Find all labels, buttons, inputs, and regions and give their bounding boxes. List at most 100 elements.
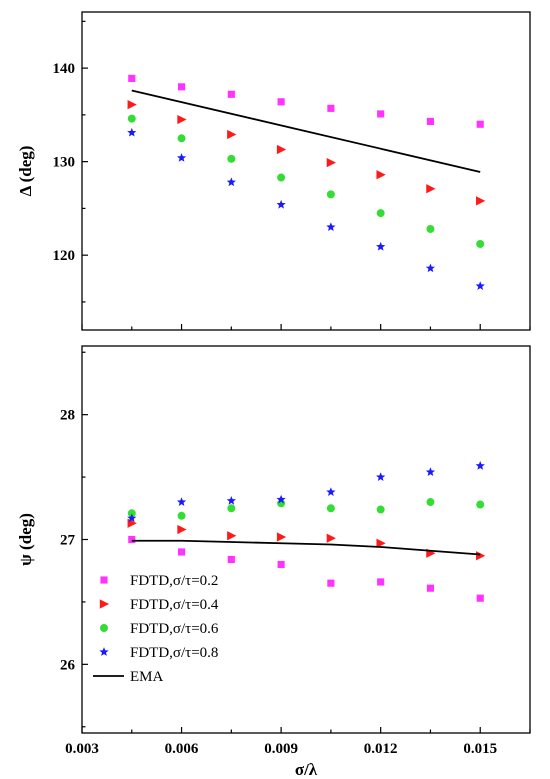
legend-label: FDTD,σ/τ=0.6: [130, 621, 219, 637]
delta-data-point: [176, 153, 187, 162]
delta-data-point: [276, 144, 287, 155]
psi-x-tick-label: 0.015: [463, 741, 497, 757]
psi-series-1: [128, 535, 484, 602]
delta-data-point: [227, 90, 235, 98]
legend-marker: [99, 647, 109, 656]
psi-data-point: [277, 560, 285, 569]
psi-data-point: [227, 504, 236, 513]
psi-data-point: [326, 533, 336, 543]
psi-data-point: [177, 511, 186, 520]
psi-data-point: [376, 472, 386, 481]
delta-data-point: [326, 222, 336, 232]
delta-data-point: [277, 98, 285, 106]
delta-series-3: [127, 114, 485, 248]
delta-data-point: [277, 173, 286, 182]
psi-data-point: [227, 531, 237, 541]
psi-x-axis-label: σ/λ: [295, 760, 318, 779]
psi-series-3: [127, 498, 485, 520]
delta-data-point: [227, 129, 237, 140]
legend-item: FDTD,σ/τ=0.2: [100, 573, 218, 589]
delta-panel: 120 130 140 Δ (deg): [16, 11, 531, 331]
psi-ema-line: [131, 539, 481, 556]
psi-y-tick-label: 28: [60, 408, 75, 424]
delta-series-4: [127, 127, 485, 290]
delta-data-point: [425, 263, 436, 273]
delta-data-point: [326, 157, 336, 168]
delta-data-point: [127, 127, 137, 137]
legend-label: EMA: [130, 669, 164, 685]
legend-item: FDTD,σ/τ=0.4: [99, 597, 219, 613]
legend-label: FDTD,σ/τ=0.2: [130, 573, 218, 589]
delta-data-point: [476, 196, 486, 206]
legend-label: FDTD,σ/τ=0.4: [130, 597, 219, 613]
psi-data-point: [326, 504, 335, 513]
delta-y-tick-label: 130: [53, 155, 76, 171]
psi-data-point: [128, 535, 136, 544]
delta-data-point: [226, 177, 236, 187]
delta-data-point: [177, 134, 186, 143]
delta-y-axis-label: Δ (deg): [16, 146, 35, 197]
psi-x-tick-label: 0.006: [165, 741, 199, 757]
delta-data-point: [377, 110, 385, 118]
delta-data-point: [426, 184, 436, 194]
delta-data-point: [376, 170, 386, 180]
delta-y-tick-label: 120: [53, 248, 76, 264]
psi-data-point: [227, 555, 235, 564]
legend-marker: [100, 624, 108, 632]
delta-data-point: [476, 239, 485, 248]
delta-plot-frame: [81, 11, 531, 331]
psi-data-point: [426, 584, 435, 592]
delta-data-point: [376, 209, 385, 218]
psi-data-point: [326, 487, 336, 496]
psi-data-point: [376, 538, 386, 548]
psi-data-point: [177, 548, 186, 556]
psi-x-tick-label: 0.003: [65, 741, 99, 757]
delta-series-1: [128, 74, 484, 128]
psi-data-point: [476, 594, 484, 602]
delta-data-point: [276, 199, 286, 209]
delta-data-point: [476, 120, 484, 128]
psi-y-axis-label: ψ (deg): [16, 513, 35, 566]
delta-data-point: [177, 83, 186, 91]
delta-data-point: [128, 74, 136, 82]
psi-data-point: [327, 579, 335, 587]
psi-data-point: [177, 524, 187, 535]
psi-data-point: [475, 461, 485, 470]
delta-data-point: [376, 241, 386, 251]
psi-x-tick-label: 0.009: [264, 741, 298, 757]
delta-data-point: [426, 224, 435, 233]
psi-y-tick-label: 26: [60, 657, 76, 673]
psi-data-point: [376, 505, 385, 514]
delta-data-point: [475, 281, 485, 290]
delta-data-point: [327, 104, 335, 112]
psi-data-point: [226, 495, 236, 505]
legend-item: EMA: [93, 669, 164, 685]
legend: FDTD,σ/τ=0.2 FDTD,σ/τ=0.4 FDTD,σ/τ=0.6 FDTD…: [93, 573, 219, 685]
legend-label: FDTD,σ/τ=0.8: [130, 645, 218, 661]
delta-data-point: [227, 154, 236, 163]
psi-data-point: [276, 532, 287, 542]
psi-series-4: [127, 461, 485, 523]
delta-data-point: [127, 99, 137, 110]
legend-marker: [100, 576, 108, 584]
psi-data-point: [176, 497, 187, 506]
psi-data-point: [276, 494, 286, 504]
psi-data-point: [127, 509, 136, 518]
psi-y-tick-label: 27: [60, 533, 76, 549]
delta-data-point: [127, 114, 136, 123]
legend-marker: [99, 599, 110, 609]
psi-data-point: [426, 498, 435, 507]
psi-data-point: [476, 551, 486, 561]
psi-data-point: [476, 500, 485, 509]
psi-data-point: [425, 467, 436, 476]
delta-data-point: [326, 190, 335, 199]
psi-data-point: [377, 578, 385, 586]
delta-data-point: [177, 114, 187, 125]
psi-panel: 0.003 0.006 0.009 0.012 0.015 26 27 28 ψ (deg) σ/…: [16, 345, 531, 779]
delta-ema-line: [131, 89, 481, 173]
psi-x-tick-label: 0.012: [364, 741, 398, 757]
delta-y-tick-label: 140: [53, 61, 76, 77]
psi-data-point: [127, 513, 137, 523]
legend-item: FDTD,σ/τ=0.8: [99, 645, 218, 661]
